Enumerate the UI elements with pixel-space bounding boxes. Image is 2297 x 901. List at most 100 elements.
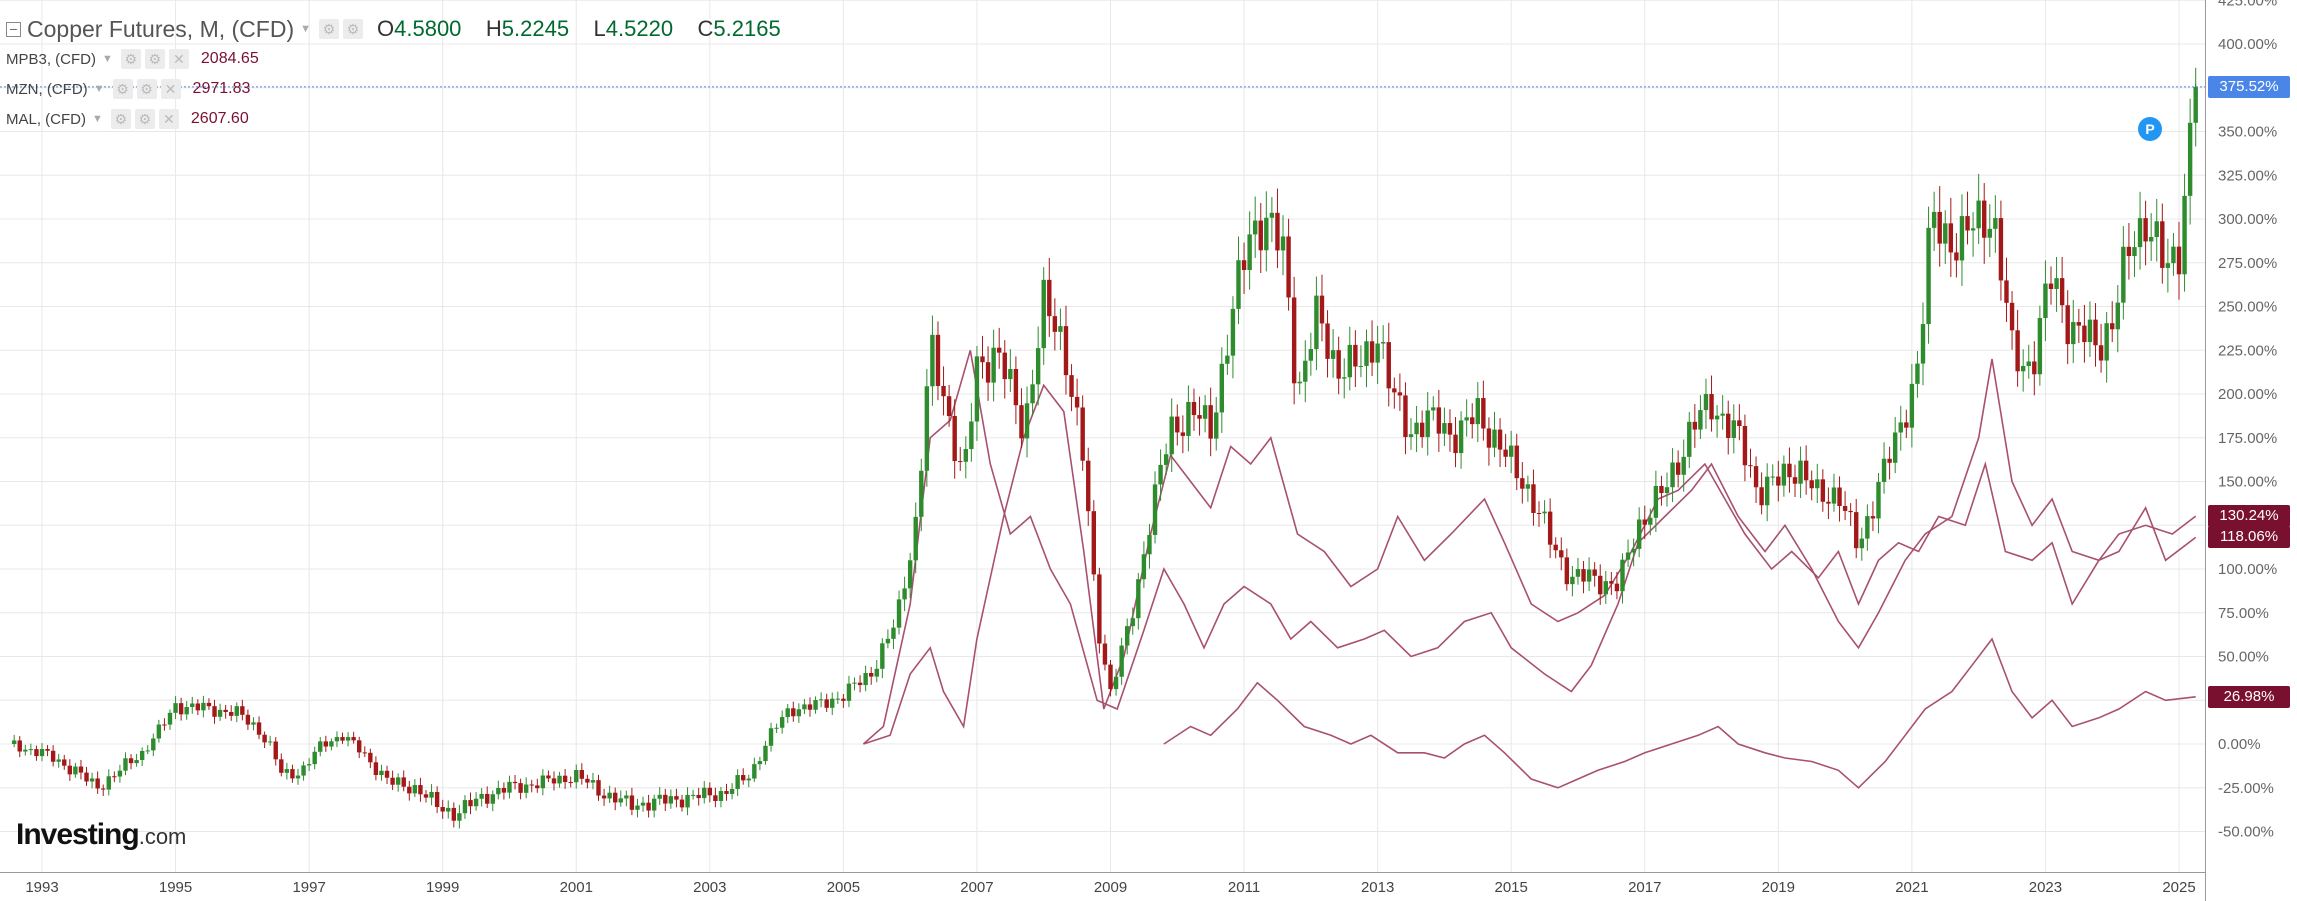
candle-body [651, 798, 657, 811]
candle-body [184, 707, 189, 715]
candle-body [178, 703, 184, 715]
candle-body [535, 785, 540, 789]
candle-body [1419, 422, 1425, 438]
y-tick-label: -50.00% [2218, 824, 2274, 841]
candle-body [1392, 388, 1397, 393]
candle-body [1748, 465, 1753, 467]
settings-icon[interactable]: ⚙ [120, 49, 141, 69]
candle-body [601, 795, 607, 799]
candle-body [128, 758, 134, 764]
candle-body [1241, 260, 1247, 271]
candle-body [2171, 246, 2176, 264]
candle-body [590, 780, 596, 783]
candle-body [2165, 263, 2171, 268]
candle-body [1291, 297, 1297, 384]
candle-body [2154, 221, 2159, 238]
candle-body [379, 770, 384, 776]
candle-body [663, 794, 668, 804]
candle-body [2032, 361, 2037, 375]
candle-body [240, 706, 245, 715]
candle-body [562, 775, 568, 783]
candle-body [696, 794, 701, 799]
candle-body [1464, 417, 1469, 421]
candle-body [629, 795, 635, 810]
candle-body [340, 737, 345, 741]
y-tick-label: 275.00% [2218, 255, 2277, 272]
candle-body [407, 786, 412, 794]
event-marker-icon[interactable]: P [2138, 117, 2162, 141]
candle-body [1447, 423, 1453, 435]
settings-icon[interactable]: ⚙ [134, 109, 155, 129]
candle-body [23, 749, 28, 752]
chevron-down-icon[interactable]: ▼ [300, 23, 311, 35]
settings-icon[interactable]: ⚙ [144, 49, 165, 69]
candle-body [2071, 322, 2076, 345]
candle-body [329, 741, 334, 747]
candle-body [824, 699, 829, 708]
candle-body [334, 737, 340, 742]
candle-body [2176, 246, 2182, 275]
candle-body [980, 356, 985, 363]
candle-body [1742, 425, 1748, 466]
candle-body [1559, 550, 1564, 558]
ohlc-readout: O4.5800 H5.2245 L4.5220 C5.2165 [377, 16, 781, 42]
candle-body [1169, 416, 1174, 455]
candle-body [523, 784, 529, 793]
close-icon[interactable]: ✕ [158, 109, 179, 129]
last-price-tag: 375.52% [2208, 75, 2290, 98]
x-tick-label: 2021 [1895, 879, 1928, 896]
chevron-down-icon[interactable]: ▼ [92, 113, 103, 125]
candle-body [496, 787, 501, 795]
chevron-down-icon[interactable]: ▼ [93, 83, 105, 95]
candle-body [134, 760, 139, 764]
candle-body [1536, 512, 1542, 514]
candle-body [490, 794, 495, 804]
settings-icon[interactable]: ⚙ [343, 19, 363, 39]
settings-icon[interactable]: ⚙ [319, 19, 339, 39]
candle-body [2026, 361, 2031, 367]
candle-body [679, 799, 685, 808]
candle-body [2037, 318, 2043, 375]
candle-body [1854, 512, 1859, 549]
candle-body [1175, 416, 1180, 433]
candle-body [1826, 501, 1831, 504]
candle-body [1614, 583, 1620, 592]
candle-body [1130, 618, 1135, 627]
x-tick-label: 1999 [426, 879, 459, 896]
y-tick-label: 175.00% [2218, 430, 2277, 447]
logo-suffix-text: .com [138, 824, 187, 849]
settings-icon[interactable]: ⚙ [136, 79, 157, 99]
candle-body [1136, 579, 1141, 619]
candle-body [1876, 481, 1881, 519]
chevron-down-icon[interactable]: ▼ [102, 53, 113, 65]
candle-body [1074, 396, 1080, 408]
candle-body [1798, 460, 1803, 484]
close-value: 5.2165 [713, 16, 781, 41]
collapse-legend-icon[interactable]: − [6, 21, 21, 37]
candle-body [1303, 360, 1308, 382]
chart-legend: − Copper Futures, M, (CFD) ▼ ⚙ ⚙ O4.5800… [6, 14, 781, 134]
candle-body [507, 781, 512, 793]
candle-body [1152, 484, 1158, 535]
candle-body [1887, 458, 1892, 463]
settings-icon[interactable]: ⚙ [112, 79, 133, 99]
candle-body [1347, 344, 1352, 378]
candle-body [1592, 569, 1597, 576]
candle-body [1369, 341, 1375, 363]
candle-body [1575, 569, 1581, 577]
y-tick-label: 225.00% [2218, 342, 2277, 359]
candle-body [2193, 98, 2198, 123]
candle-body [1052, 316, 1058, 332]
candle-body [1926, 227, 1931, 325]
comparison-series-line [862, 350, 2197, 745]
candle-body [1631, 548, 1636, 553]
candle-body [974, 356, 980, 422]
candle-body [1470, 417, 1475, 425]
candle-body [462, 800, 468, 814]
settings-icon[interactable]: ⚙ [110, 109, 131, 129]
close-icon[interactable]: ✕ [168, 49, 189, 69]
candle-body [1119, 645, 1124, 677]
candle-body [1653, 485, 1659, 518]
close-icon[interactable]: ✕ [160, 79, 181, 99]
